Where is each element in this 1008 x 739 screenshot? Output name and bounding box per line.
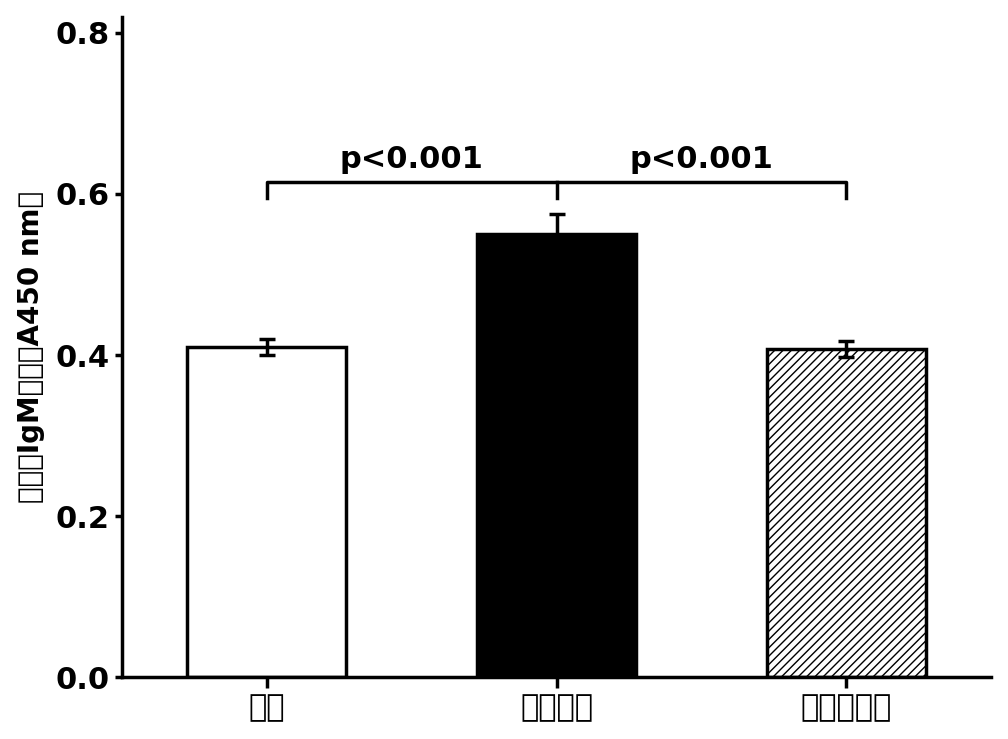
- Y-axis label: 血清中IgM水平（A450 nm）: 血清中IgM水平（A450 nm）: [17, 191, 44, 503]
- Text: p<0.001: p<0.001: [340, 145, 484, 174]
- Bar: [477, 234, 636, 678]
- Text: p<0.001: p<0.001: [630, 145, 773, 174]
- Bar: [186, 347, 347, 678]
- Bar: [767, 349, 926, 678]
